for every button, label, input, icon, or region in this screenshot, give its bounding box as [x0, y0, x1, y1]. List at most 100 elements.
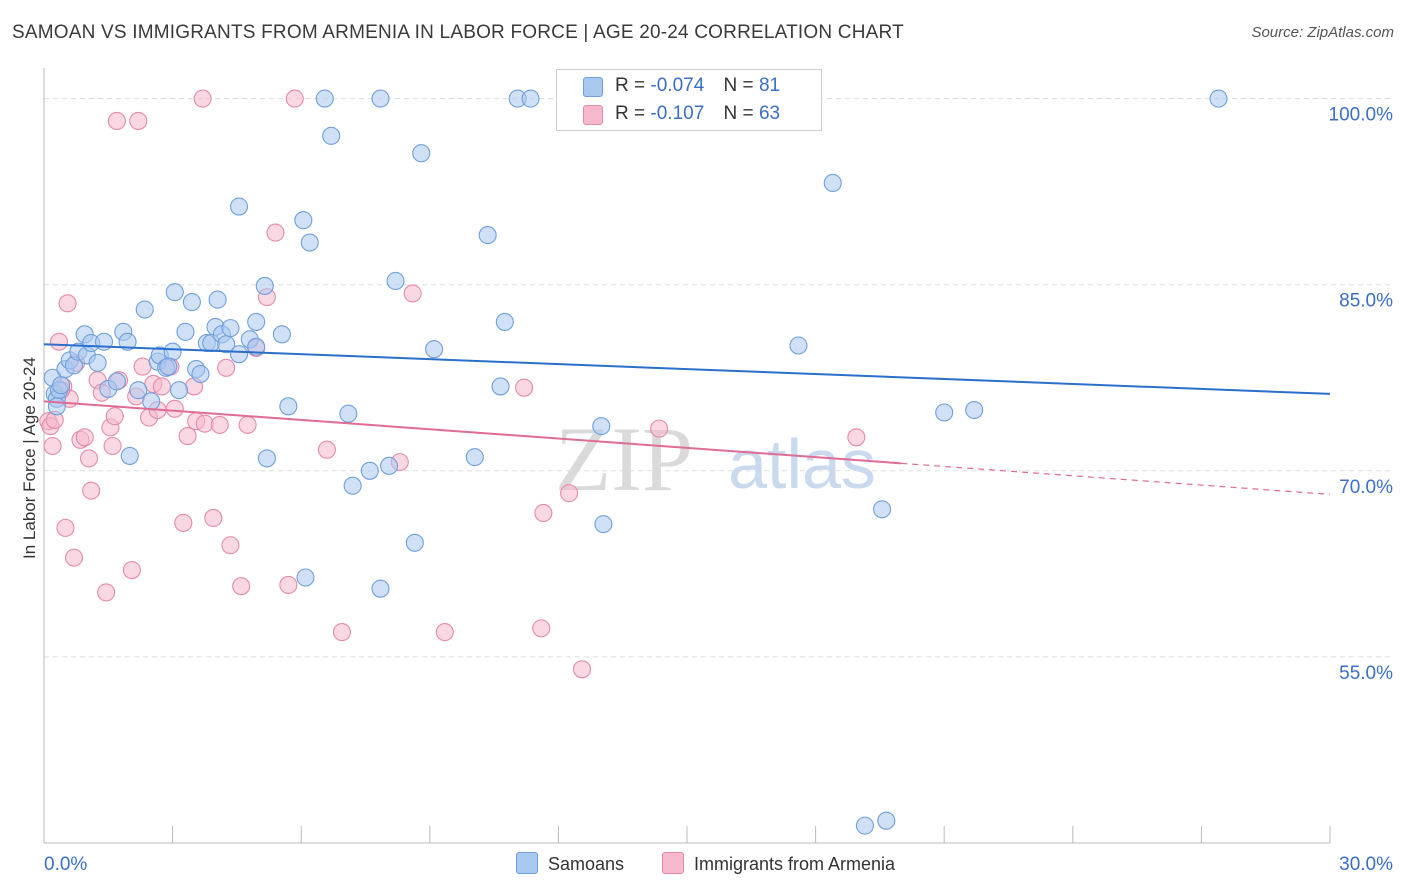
samoans-point	[255, 276, 274, 295]
samoans-point	[789, 336, 808, 355]
armenia-point	[221, 536, 240, 555]
armenia-point	[82, 481, 101, 500]
armenia-point	[317, 440, 336, 459]
samoans-point	[159, 357, 178, 376]
series-samoans-points	[43, 89, 1228, 835]
samoans-point	[823, 173, 842, 193]
samoans-point	[521, 89, 540, 108]
legend-item-samoans: Samoans	[516, 852, 624, 875]
samoans-point	[478, 226, 497, 245]
y-tick-label: 85.0%	[1339, 291, 1393, 312]
samoans-point	[88, 353, 107, 372]
samoans-point	[300, 233, 319, 252]
samoans-point	[339, 404, 358, 423]
samoans-point	[279, 397, 298, 416]
samoans-point	[176, 322, 195, 341]
armenia-point	[403, 284, 422, 303]
samoans-point	[465, 448, 484, 467]
armenia-point	[847, 428, 866, 447]
trend-lines	[43, 343, 1331, 495]
samoans-point	[872, 500, 892, 519]
armenia-point	[97, 583, 116, 602]
samoans-point	[229, 197, 249, 216]
samoans-point	[47, 397, 66, 416]
samoans-point	[272, 325, 291, 344]
armenia-point	[560, 484, 579, 503]
armenia-point	[515, 378, 534, 397]
legend-row-armenia: R = -0.107 N = 63	[557, 100, 821, 128]
y-tick-label: 100.0%	[1329, 105, 1394, 126]
armenia-point	[195, 414, 214, 433]
samoans-point	[142, 392, 161, 411]
armenia-point	[174, 513, 193, 532]
armenia-point	[279, 575, 298, 594]
legend-n-value: 81	[758, 75, 781, 96]
axes	[43, 68, 1331, 844]
samoans-point	[412, 144, 431, 163]
samoans-point	[855, 816, 874, 835]
samoans-point	[315, 89, 334, 108]
samoans-point	[371, 579, 390, 598]
armenia-point	[204, 508, 223, 527]
samoans-point	[360, 461, 379, 480]
legend-n-label: N =	[723, 75, 754, 96]
legend-row-samoans: R = -0.074 N = 81	[557, 72, 821, 100]
armenia-point	[43, 436, 62, 456]
armenia-point	[133, 357, 152, 376]
samoans-point	[129, 381, 148, 400]
armenia-point	[122, 561, 141, 580]
samoans-point	[182, 293, 201, 312]
legend-swatch-samoans	[583, 77, 603, 97]
armenia-point	[107, 111, 126, 130]
armenia-trend-line	[43, 400, 902, 465]
armenia-point	[217, 358, 236, 377]
armenia-point	[193, 89, 212, 108]
samoans-point	[296, 568, 315, 587]
samoans-point	[135, 300, 154, 319]
armenia-point	[232, 577, 251, 596]
armenia-point	[129, 111, 148, 130]
armenia-point	[572, 660, 592, 679]
gridlines	[44, 98, 1392, 658]
samoans-point	[257, 449, 276, 468]
armenia-point	[238, 415, 257, 434]
samoans-point	[163, 342, 182, 361]
samoans-point	[221, 319, 240, 338]
x-tick-label: 30.0%	[1339, 854, 1393, 875]
armenia-point	[650, 419, 669, 438]
armenia-point	[178, 427, 197, 446]
armenia-point	[165, 399, 184, 418]
samoans-point	[965, 400, 984, 420]
samoans-point	[107, 372, 126, 391]
armenia-point	[435, 623, 454, 642]
y-tick-label: 55.0%	[1339, 663, 1393, 684]
samoans-point	[405, 533, 424, 552]
samoans-point	[594, 515, 613, 534]
armenia-point	[103, 436, 122, 456]
legend-label-armenia: Immigrants from Armenia	[694, 854, 896, 874]
samoans-point	[371, 89, 390, 108]
legend-label-samoans: Samoans	[548, 854, 625, 874]
legend-r-value: -0.107	[650, 103, 705, 124]
armenia-point	[210, 415, 229, 434]
samoans-point	[491, 377, 510, 396]
samoans-point	[425, 340, 444, 359]
legend-item-armenia: Immigrants from Armenia	[662, 852, 895, 875]
armenia-point	[105, 407, 124, 426]
samoans-point	[343, 476, 362, 495]
samoans-point	[169, 381, 189, 400]
samoans-point	[247, 337, 266, 356]
legend-n-value: 63	[758, 103, 781, 124]
samoans-point	[294, 211, 313, 230]
samoans-point	[380, 456, 399, 475]
samoans-trend-line	[43, 343, 1331, 395]
samoans-point	[118, 332, 137, 351]
tick-labels: 100.0% 85.0% 70.0% 55.0% 0.0% 30.0%	[44, 105, 1393, 875]
chart-title: SAMOAN VS IMMIGRANTS FROM ARMENIA IN LAB…	[12, 22, 904, 43]
armenia-point	[75, 428, 94, 447]
samoans-point	[165, 283, 184, 302]
armenia-point	[534, 503, 553, 523]
armenia-point	[152, 377, 171, 396]
y-tick-label: 70.0%	[1339, 477, 1393, 498]
armenia-point	[58, 294, 77, 313]
